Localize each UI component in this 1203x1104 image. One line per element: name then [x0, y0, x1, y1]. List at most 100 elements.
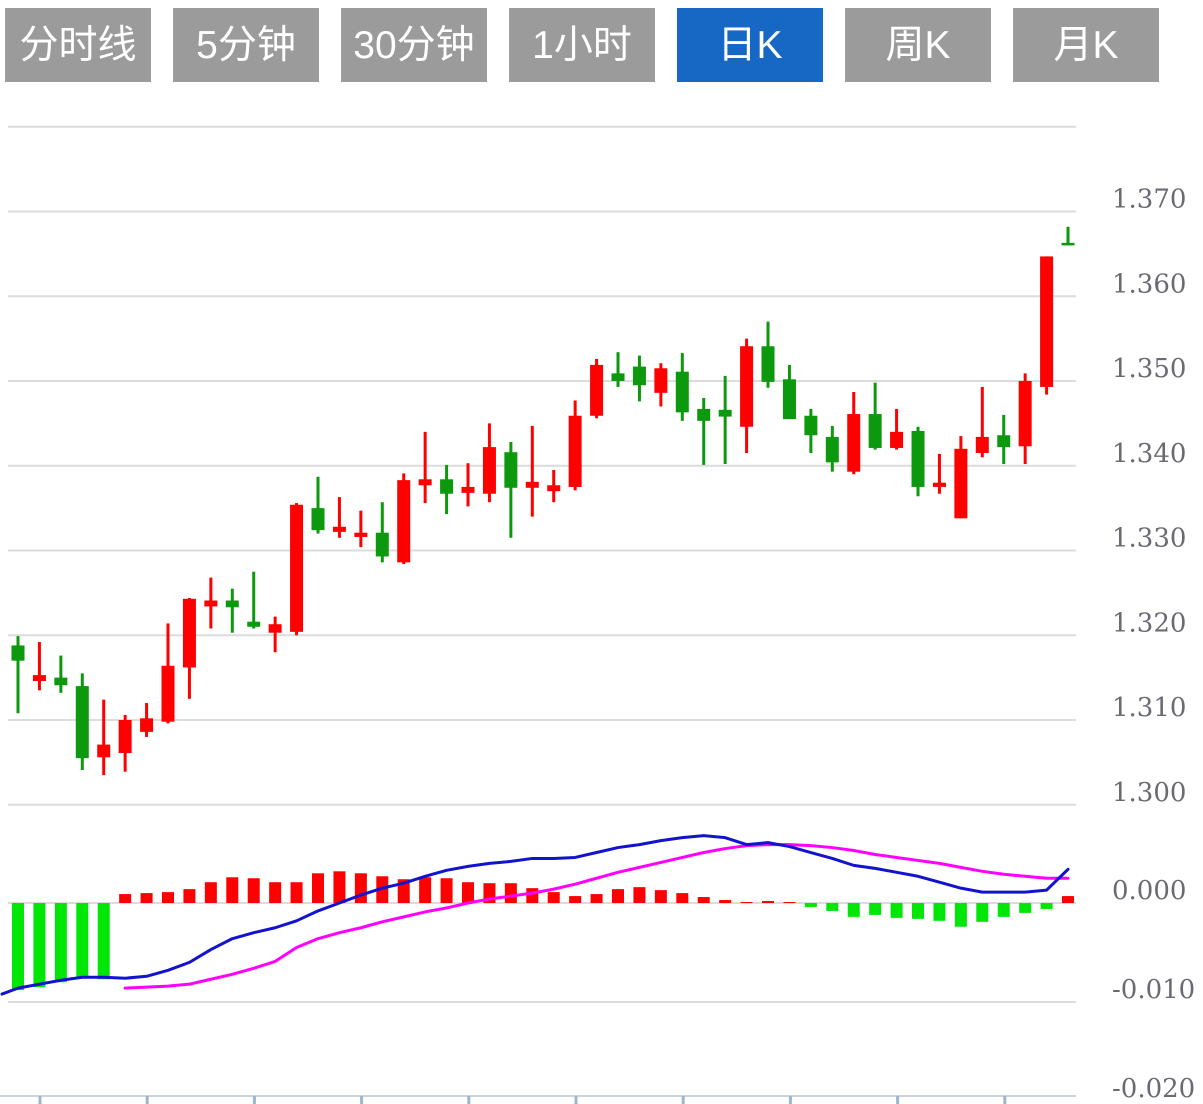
candle-body: [11, 645, 25, 661]
candle-body: [868, 414, 882, 448]
tab-5min-label: 5分钟: [196, 23, 296, 67]
macd-histogram-bar: [226, 877, 239, 903]
macd-histogram-bar: [1019, 903, 1032, 913]
tab-monthly-k[interactable]: 月K: [1013, 8, 1159, 82]
macd-histogram-bar: [633, 887, 646, 903]
candle-wick: [530, 425, 534, 517]
macd-histogram-bar: [462, 882, 475, 903]
candle-body: [675, 371, 689, 413]
candle-body: [311, 508, 325, 531]
macd-histogram-bar: [826, 903, 839, 911]
candle-wick: [337, 497, 341, 538]
price-axis-label: 1.360: [1112, 269, 1186, 299]
macd-histogram-bar: [590, 894, 603, 903]
candle-body: [590, 364, 604, 416]
price-axis-label: 1.320: [1112, 608, 1186, 638]
price-axis-label: 1.310: [1112, 693, 1186, 723]
price-axis-label: 1.300: [1112, 778, 1186, 808]
macd-histogram-bar: [719, 900, 732, 903]
candle-body: [997, 435, 1011, 448]
candle-body: [975, 436, 989, 454]
macd-histogram-bar: [1040, 903, 1053, 909]
macd-histogram-bar: [97, 903, 110, 980]
tab-timeline[interactable]: 分时线: [5, 8, 151, 82]
tab-weekly-k[interactable]: 周K: [845, 8, 991, 82]
candle-wick: [16, 636, 20, 714]
macd-histogram-bar: [762, 901, 775, 903]
candle-body: [161, 665, 175, 722]
macd-histogram-bar: [33, 903, 46, 988]
candle-body: [440, 479, 454, 494]
candle-body: [932, 482, 946, 487]
candle-wick: [980, 386, 984, 458]
candle-body: [740, 346, 754, 427]
macd-histogram-bar: [333, 871, 346, 903]
candle-body: [804, 415, 818, 436]
macd-histogram-bar: [933, 903, 946, 921]
candle-body: [75, 686, 89, 759]
candle-body: [418, 479, 432, 486]
macd-histogram-bar: [354, 873, 367, 903]
candle-body: [654, 368, 668, 393]
candle-body: [954, 448, 968, 519]
price-axis-label: 1.330: [1112, 524, 1186, 554]
macd-axis-label: -0.020: [1112, 1074, 1195, 1104]
candle-wick: [316, 476, 320, 534]
macd-histogram-bar: [740, 902, 753, 904]
candle-body: [525, 481, 539, 488]
candle-body: [225, 600, 239, 608]
candle-wick: [230, 588, 234, 633]
macd-histogram-bar: [954, 903, 967, 927]
candle-body: [911, 431, 925, 487]
candle-wick: [723, 375, 727, 465]
candle-body: [504, 452, 518, 488]
tab-1hour[interactable]: 1小时: [509, 8, 655, 82]
macd-histogram-bar: [869, 903, 882, 915]
candle-wick: [466, 463, 470, 507]
candle-body: [397, 480, 411, 563]
macd-histogram-bar: [119, 894, 132, 903]
macd-histogram-bar: [997, 903, 1010, 917]
price-axis-label: 1.350: [1112, 354, 1186, 384]
macd-histogram-bar: [612, 889, 625, 903]
price-axis-label: 1.340: [1112, 439, 1186, 469]
macd-histogram-bar: [290, 882, 303, 903]
tab-5min[interactable]: 5分钟: [173, 8, 319, 82]
candle-body: [782, 379, 796, 420]
candle-wick: [380, 502, 384, 563]
dea-line: [123, 843, 1070, 990]
macd-histogram-bar: [140, 893, 153, 903]
macd-histogram-bar: [804, 903, 817, 907]
candle-wick: [59, 655, 63, 693]
candle-body: [482, 447, 496, 494]
candle-body: [568, 415, 582, 487]
candle-wick: [102, 699, 106, 776]
tab-daily-k[interactable]: 日K: [677, 8, 823, 82]
candle-wick: [1066, 226, 1070, 246]
candle-body: [890, 431, 904, 448]
candle-body: [718, 409, 732, 417]
macd-axis-label: 0.000: [1112, 876, 1186, 906]
tab-timeline-label: 分时线: [19, 23, 137, 67]
macd-histogram-bar: [1062, 896, 1075, 903]
macd-histogram-bar: [526, 888, 539, 903]
tab-30min[interactable]: 30分钟: [341, 8, 487, 82]
macd-histogram-bar: [419, 877, 432, 903]
candle-body: [1018, 381, 1032, 447]
tab-monthly-k-label: 月K: [1053, 23, 1119, 67]
macd-histogram-bar: [312, 873, 325, 903]
period-tabbar: 分时线 5分钟 30分钟 1小时 日K 周K 月K: [5, 8, 1159, 82]
candle-wick: [359, 510, 363, 548]
macd-histogram-bar: [440, 878, 453, 903]
candle-body: [54, 677, 68, 686]
macd-histogram-bar: [54, 903, 67, 983]
macd-axis-label: -0.010: [1112, 975, 1195, 1005]
candle-body: [247, 621, 261, 627]
macd-histogram-bar: [976, 903, 989, 922]
candle-body: [1040, 256, 1054, 387]
candle-wick: [37, 642, 41, 691]
macd-histogram-bar: [204, 882, 217, 903]
macd-histogram-bar: [247, 878, 260, 903]
